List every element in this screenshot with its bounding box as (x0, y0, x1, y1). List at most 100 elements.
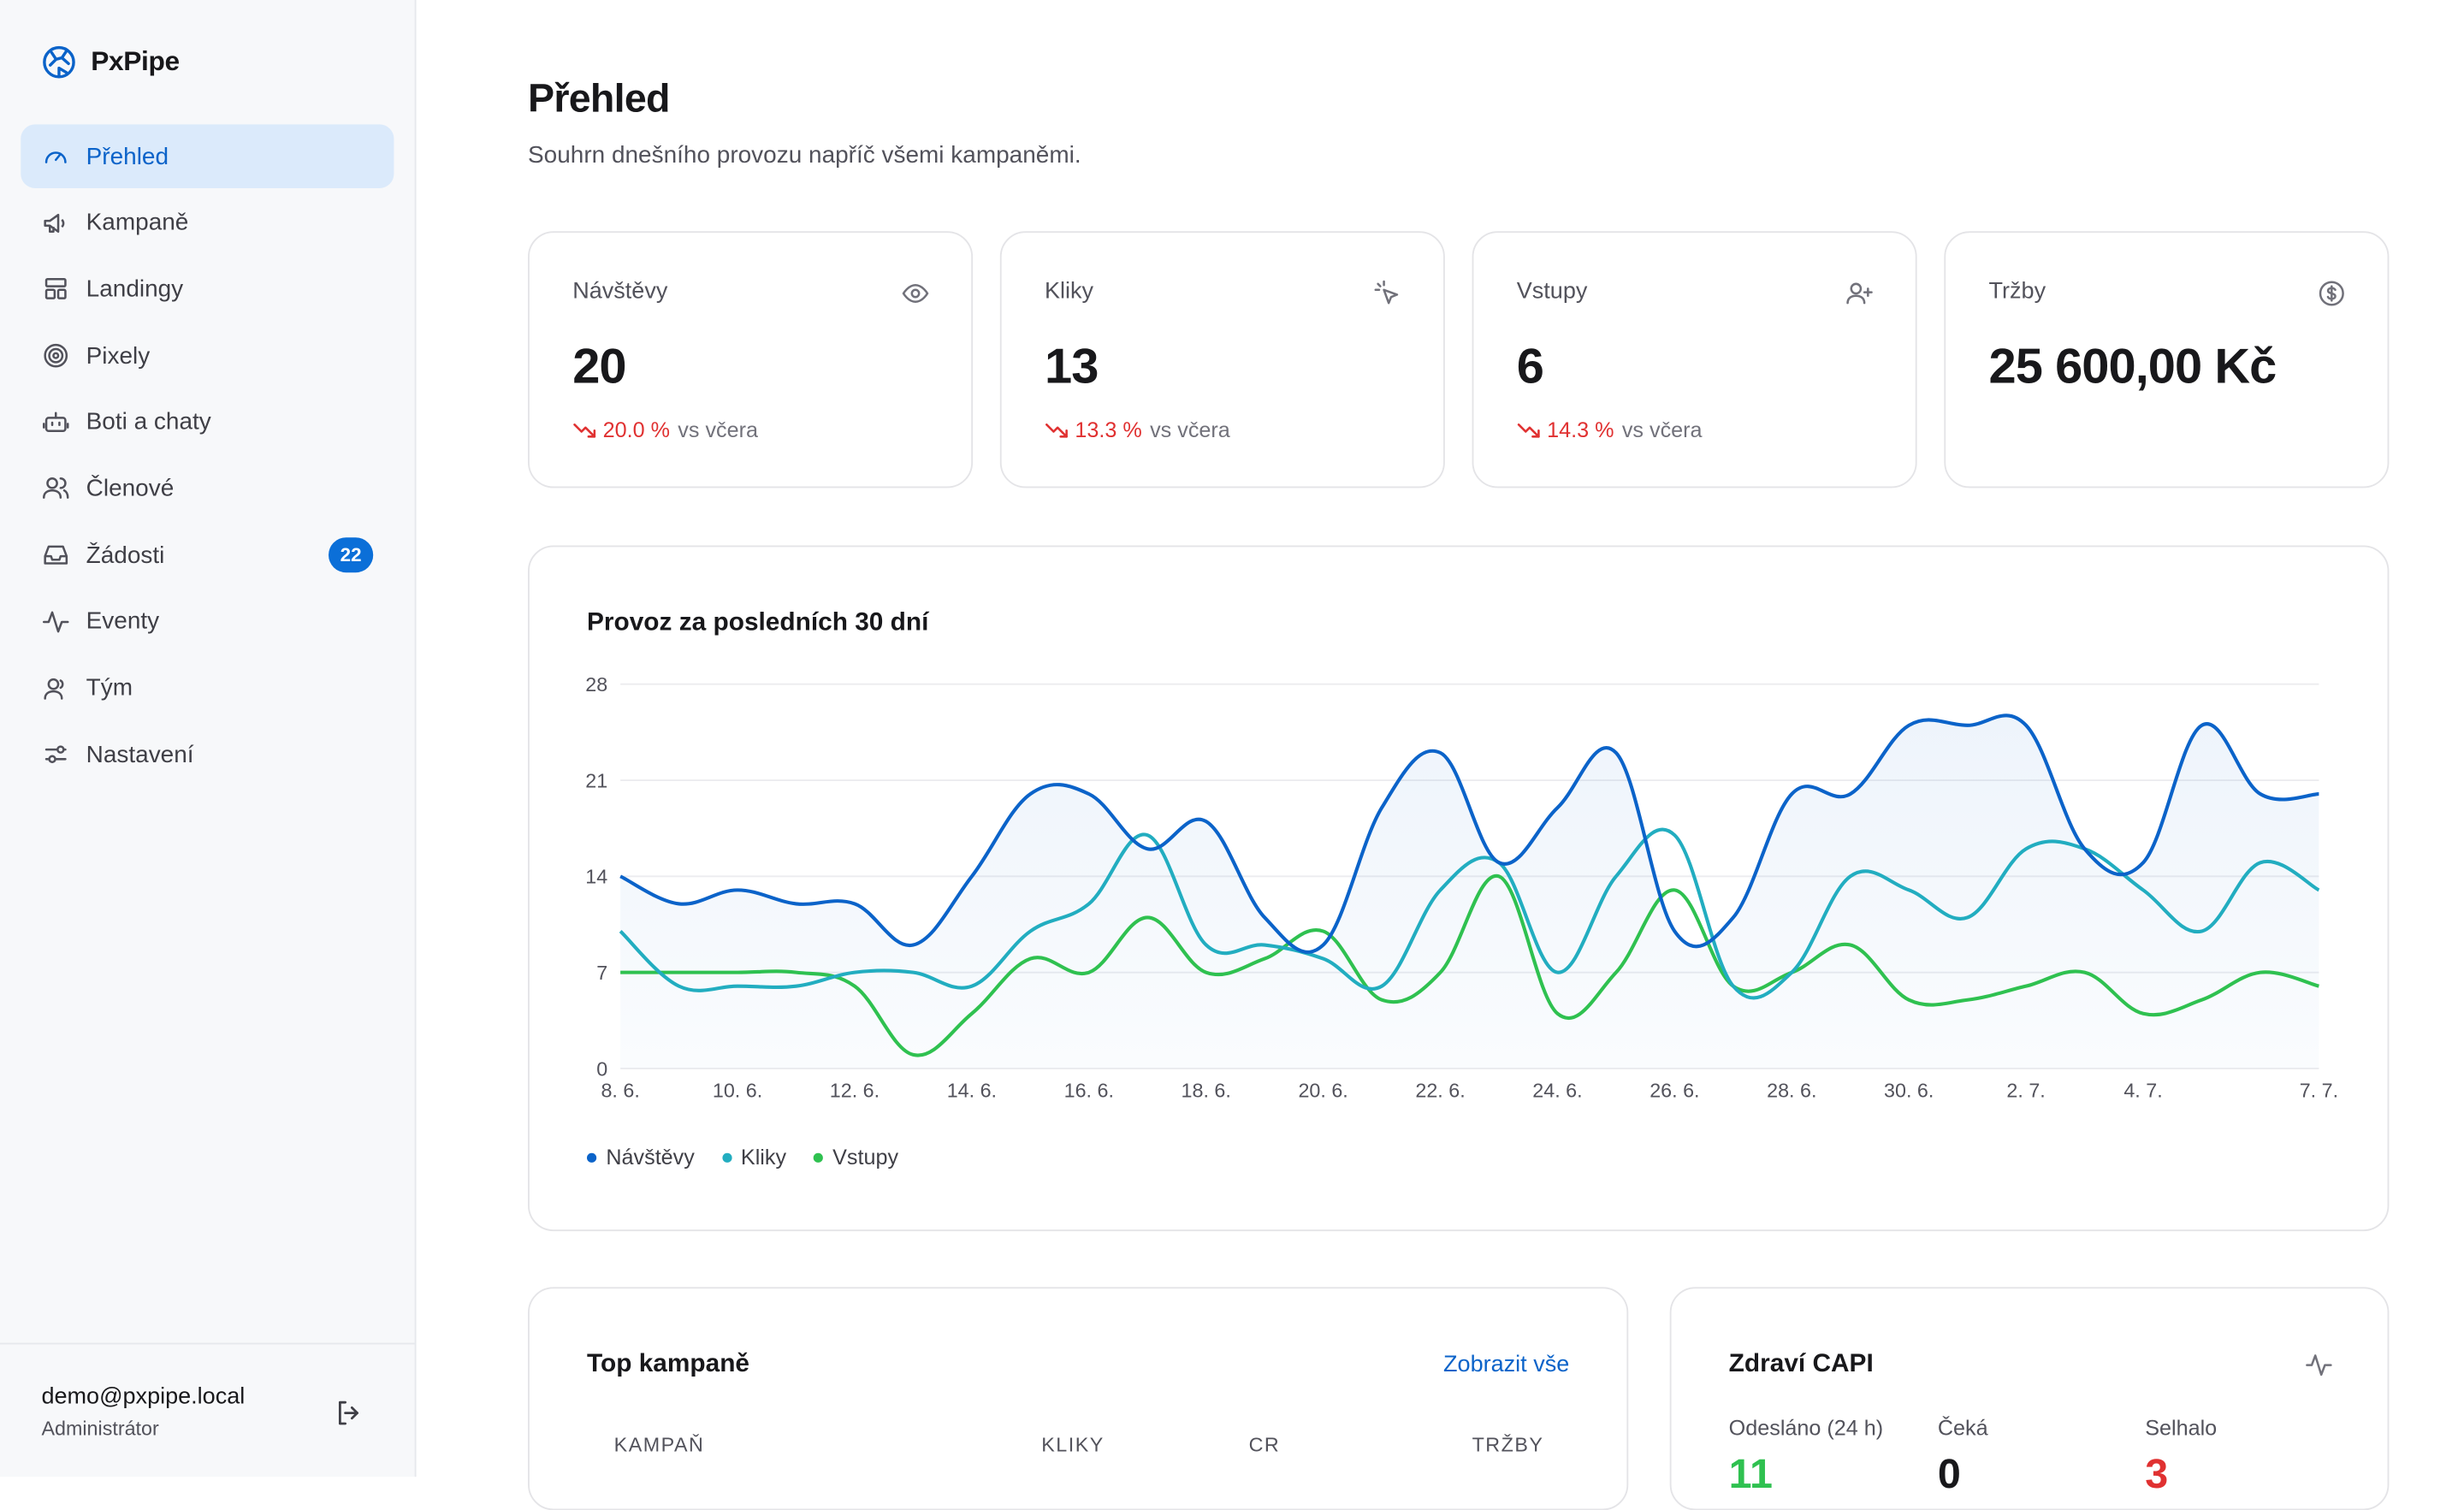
user-role: Administrátor (41, 1418, 159, 1441)
kpi-delta-vs: vs včera (1621, 417, 1703, 442)
sidebar-item-landingy[interactable]: Landingy (21, 258, 394, 322)
sidebar-item-clenove[interactable]: Členové (21, 457, 394, 521)
kpi-delta-vs: vs včera (678, 417, 759, 442)
legend-item-kliky[interactable]: Kliky (721, 1145, 786, 1169)
x-tick-label: 7. 7. (2300, 1080, 2338, 1102)
logo-icon (43, 45, 75, 79)
kpi-delta-value: 20.0 % (602, 417, 670, 442)
stat-value-pending: 0 (1937, 1449, 1961, 1498)
kpi-delta: 14.3 % vs včera (1517, 417, 1703, 441)
y-tick-label: 0 (596, 1057, 607, 1080)
page-title: Přehled (528, 76, 670, 121)
sidebar-item-label: Landingy (86, 275, 184, 303)
sidebar-item-nastaveni[interactable]: Nastavení (21, 723, 394, 787)
y-tick-label: 14 (585, 866, 607, 888)
legend-dot (586, 1152, 597, 1162)
sidebar-item-label: Žádosti (86, 542, 165, 569)
logout-icon[interactable] (334, 1397, 365, 1429)
x-tick-label: 20. 6. (1298, 1080, 1348, 1102)
target-icon (41, 341, 70, 370)
legend-label: Návštěvy (606, 1145, 695, 1170)
column-header-cr[interactable]: CR (1248, 1433, 1281, 1456)
kpi-label: Návštěvy (572, 279, 668, 305)
cursor-click-icon (1374, 280, 1399, 305)
kpi-delta-value: 14.3 % (1547, 417, 1614, 442)
bot-icon (41, 408, 70, 437)
user-plus-icon (1846, 282, 1873, 305)
brand[interactable]: PxPipe (41, 44, 180, 80)
x-tick-label: 4. 7. (2123, 1080, 2162, 1102)
megaphone-icon (41, 209, 70, 238)
x-tick-label: 28. 6. (1767, 1080, 1816, 1102)
team-icon (41, 674, 70, 703)
sidebar-item-prehled[interactable]: Přehled (21, 124, 394, 188)
kpi-card-vstupy: Vstupy 6 14.3 % vs včera (1472, 231, 1917, 489)
trend-down-icon (1045, 423, 1068, 437)
kpi-delta: 20.0 % vs včera (572, 417, 758, 441)
series-line-vstupy[interactable] (620, 874, 2319, 1057)
traffic-chart[interactable]: 0 7 14 21 28 8. 6. 10. 6. 12. 6. 14. 6. 16. 6. 18… (530, 547, 2390, 1233)
kpi-value: 13 (1044, 338, 1099, 394)
x-tick-label: 10. 6. (713, 1080, 762, 1102)
legend-item-navstevy[interactable]: Návštěvy (586, 1145, 695, 1170)
stat-value-sent: 11 (1728, 1449, 1773, 1498)
sidebar-item-label: Nastavení (86, 741, 194, 768)
x-tick-label: 18. 6. (1182, 1080, 1231, 1102)
y-tick-label: 7 (596, 962, 607, 984)
chart-title: Provoz za posledních 30 dní (586, 609, 929, 637)
sidebar-item-boti[interactable]: Boti a chaty (21, 390, 394, 454)
sidebar-item-label: Přehled (86, 142, 169, 170)
traffic-chart-card: Provoz za posledních 30 dní 0 7 14 21 28 8. … (528, 545, 2390, 1233)
sidebar-item-label: Pixely (86, 341, 151, 370)
user-panel: demo@pxpipe.local Administrátor (0, 1342, 415, 1478)
kpi-value: 6 (1516, 338, 1544, 394)
legend-dot (721, 1152, 732, 1162)
users-icon (41, 474, 70, 503)
legend-item-vstupy[interactable]: Vstupy (813, 1145, 898, 1169)
sidebar-item-label: Kampaně (86, 209, 189, 237)
stat-label-sent: Odesláno (24 h) (1728, 1416, 1884, 1441)
kpi-card-navstevy: Návštěvy 20 20.0 % vs včera (528, 231, 974, 489)
view-all-link[interactable]: Zobrazit vše (1443, 1352, 1570, 1378)
column-header-kliky[interactable]: KLIKY (1041, 1433, 1105, 1456)
column-header-kampan[interactable]: KAMPAŇ (613, 1433, 705, 1456)
brand-name: PxPipe (91, 46, 180, 77)
x-tick-label: 22. 6. (1415, 1080, 1465, 1102)
section-title: Top kampaně (586, 1350, 750, 1378)
user-email: demo@pxpipe.local (41, 1384, 246, 1410)
kpi-delta-value: 13.3 % (1075, 417, 1142, 442)
legend-dot (813, 1152, 823, 1162)
column-header-trzby[interactable]: TRŽBY (1472, 1433, 1544, 1456)
x-tick-label: 14. 6. (947, 1080, 997, 1102)
stat-label-pending: Čeká (1937, 1416, 1988, 1441)
sidebar-item-kampane[interactable]: Kampaně (21, 191, 394, 255)
y-tick-label: 21 (585, 769, 607, 791)
x-tick-label: 16. 6. (1064, 1080, 1114, 1102)
x-tick-label: 26. 6. (1650, 1080, 1699, 1102)
sidebar-item-pixely[interactable]: Pixely (21, 324, 394, 388)
x-tick-label: 24. 6. (1532, 1080, 1582, 1102)
activity-icon (2306, 1354, 2332, 1377)
series-area-navstevy (620, 715, 2319, 1069)
stat-value-failed: 3 (2145, 1449, 2169, 1498)
gauge-icon (41, 142, 70, 171)
inbox-icon (41, 541, 70, 570)
x-tick-label: 8. 6. (601, 1080, 639, 1102)
sidebar-item-label: Boti a chaty (86, 408, 211, 436)
stat-label-failed: Selhalo (2145, 1416, 2218, 1441)
kpi-card-trzby: Tržby 25 600,00 Kč (1944, 231, 2390, 489)
kpi-label: Tržby (1988, 279, 2046, 305)
sidebar-item-label: Tým (86, 674, 133, 702)
sidebar-item-zadosti[interactable]: Žádosti 22 (21, 524, 394, 588)
y-tick-label: 28 (585, 673, 607, 696)
trend-down-icon (1517, 423, 1540, 437)
kpi-value: 20 (572, 338, 626, 394)
x-tick-label: 12. 6. (830, 1080, 880, 1102)
eye-icon (902, 283, 929, 304)
sidebar: PxPipe Přehled Kampaně Landingy (0, 0, 417, 1477)
series-line-navstevy[interactable] (619, 714, 2319, 954)
sidebar-item-eventy[interactable]: Eventy (21, 589, 394, 654)
requests-count-badge: 22 (329, 537, 374, 573)
sidebar-item-label: Členové (86, 475, 175, 503)
sidebar-item-tym[interactable]: Tým (21, 656, 394, 720)
